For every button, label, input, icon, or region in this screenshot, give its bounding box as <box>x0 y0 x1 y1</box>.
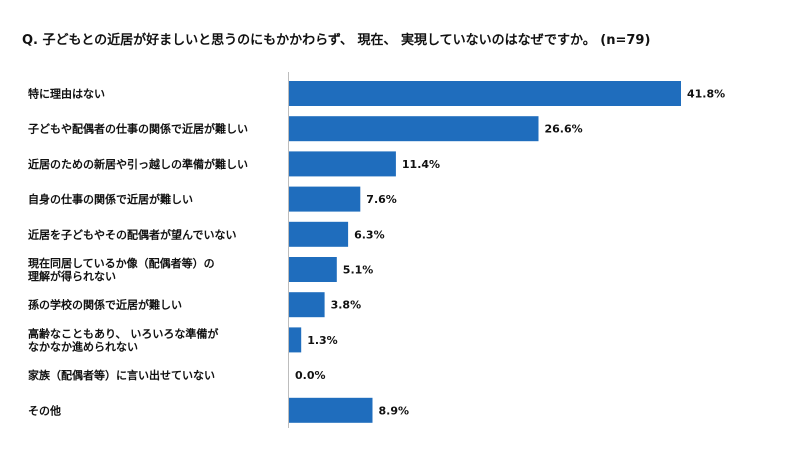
category-label: 子どもや配偶者の仕事の関係で近居が難しい <box>28 122 248 136</box>
chart-title: Q. 子どもとの近居が好ましいと思うのにもかかわらず、 現在、 実現していないの… <box>22 32 650 48</box>
category-label: 特に理由はない <box>28 87 105 101</box>
bar <box>289 151 396 177</box>
bar <box>289 81 681 106</box>
value-label: 5.1% <box>343 264 374 277</box>
value-label: 3.8% <box>331 299 362 312</box>
bar <box>289 116 539 142</box>
bar <box>289 327 302 353</box>
value-label: 0.0% <box>295 369 326 382</box>
category-label: 現在同居しているか像（配偶者等）の理解が得られない <box>28 256 215 283</box>
value-label-group: 41.8% 26.6% 11.4% 7.6% 6.3% 5.1% 3.8% 1.3% 0.0% 8… <box>295 88 725 418</box>
bar <box>289 397 373 423</box>
value-label: 1.3% <box>307 334 338 347</box>
category-label: 孫の学校の関係で近居が難しい <box>28 298 182 312</box>
category-label: 自身の仕事の関係で近居が難しい <box>28 192 193 206</box>
value-label: 8.9% <box>379 404 410 417</box>
bar <box>289 292 325 318</box>
category-label: 近居のための新居や引っ越しの準備が難しい <box>28 157 248 171</box>
value-label: 26.6% <box>545 123 583 136</box>
category-label: 高齢なこともあり、 いろいろな準備がなかなか進められない <box>28 326 218 353</box>
bar <box>289 221 349 247</box>
bar <box>289 257 337 282</box>
value-label: 41.8% <box>687 88 725 101</box>
value-label: 11.4% <box>402 158 440 171</box>
category-label: その他 <box>28 403 61 417</box>
bar <box>289 186 361 212</box>
value-label: 6.3% <box>354 228 385 241</box>
category-label: 近居を子どもやその配偶者が望んでいない <box>28 227 236 241</box>
category-label: 家族（配偶者等）に言い出せていない <box>28 368 215 382</box>
value-label: 7.6% <box>366 193 397 206</box>
category-label-group: 特に理由はない子どもや配偶者の仕事の関係で近居が難しい近居のための新居や引っ越し… <box>28 87 248 418</box>
bar-group <box>289 81 681 423</box>
